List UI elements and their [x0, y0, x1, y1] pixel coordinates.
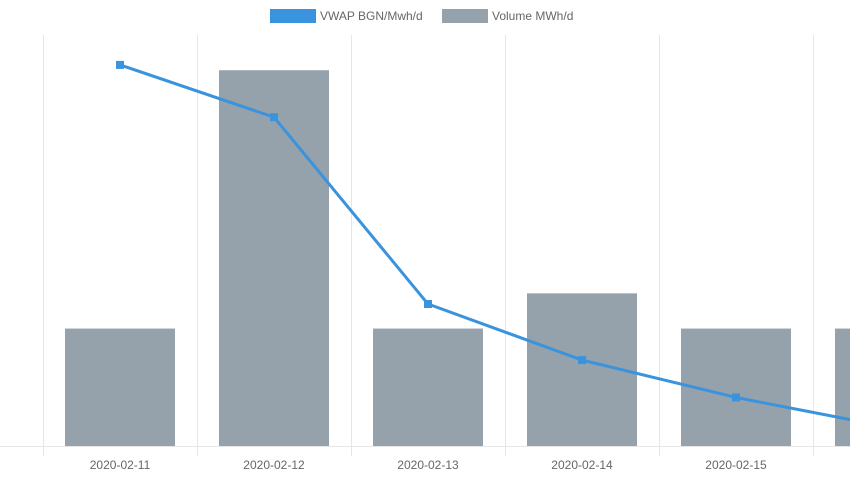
legend-swatch-volume — [442, 9, 488, 23]
bar-2020-02-12[interactable] — [219, 70, 329, 446]
vwap-point-2020-02-11[interactable] — [116, 60, 124, 69]
x-axis: 2020-02-102020-02-112020-02-122020-02-13… — [90, 458, 767, 472]
bar-2020-02-11[interactable] — [65, 328, 175, 446]
vwap-line-path — [119, 63, 850, 422]
vwap-line — [116, 60, 850, 422]
vwap-point-2020-02-14[interactable] — [578, 356, 586, 365]
vwap-point-2020-02-13[interactable] — [424, 300, 432, 309]
x-tick-label: 2020-02-13 — [397, 458, 459, 472]
legend-label-vwap: VWAP BGN/Mwh/d — [320, 9, 423, 23]
bar-2020-02-13[interactable] — [373, 328, 483, 446]
x-tick-label: 2020-02-12 — [243, 458, 305, 472]
vwap-point-2020-02-15[interactable] — [732, 393, 740, 402]
legend-swatch-vwap — [270, 9, 316, 23]
volume-bars — [65, 70, 850, 446]
bar-2020-02-16[interactable] — [835, 328, 850, 446]
x-tick-label: 2020-02-15 — [705, 458, 767, 472]
legend[interactable]: VWAP BGN/Mwh/d Volume MWh/d — [270, 9, 573, 23]
vwap-point-2020-02-12[interactable] — [270, 113, 278, 122]
x-tick-label: 2020-02-11 — [90, 458, 151, 472]
legend-item-vwap[interactable]: VWAP BGN/Mwh/d — [270, 9, 423, 23]
legend-label-volume: Volume MWh/d — [492, 9, 573, 23]
x-tick-label: 2020-02-14 — [551, 458, 613, 472]
grid-lines — [0, 35, 850, 456]
legend-item-volume[interactable]: Volume MWh/d — [442, 9, 573, 23]
